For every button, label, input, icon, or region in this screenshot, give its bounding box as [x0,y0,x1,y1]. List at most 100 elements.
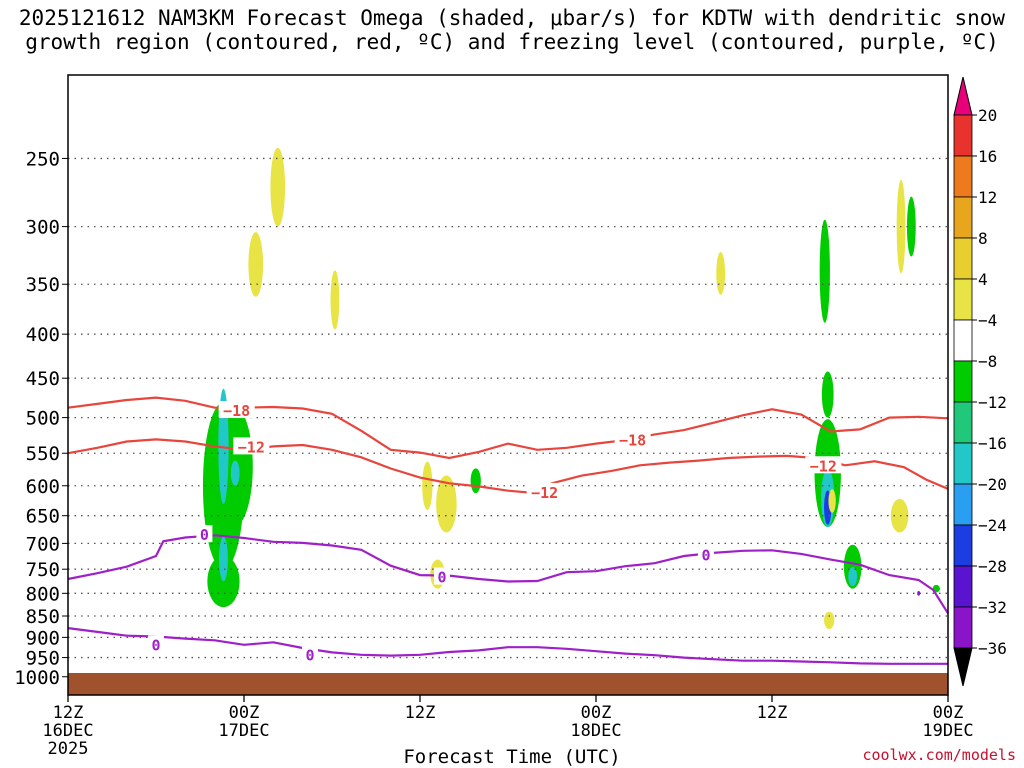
omega-region [828,489,836,513]
contour-label: −12 [238,438,265,456]
x-tick-label: 12Z [53,703,84,723]
colorbar-segment [953,319,973,362]
colorbar-segment [953,606,973,649]
colorbar-label: 12 [978,188,997,207]
colorbar-label: 8 [978,229,988,248]
contour-label-bg [526,482,563,500]
omega-region [716,252,726,295]
x-tick-label: 18DEC [570,721,621,741]
contour-line-2 [67,534,949,614]
x-tick-label: 16DEC [42,721,93,741]
y-tick-label: 800 [26,583,60,605]
x-tick-label: 19DEC [922,721,973,741]
colorbar-label: −12 [978,393,1007,412]
omega-region [890,498,909,533]
plot-frame [67,74,949,696]
contour-label-bg [302,645,318,663]
contour-lines: −18 −18 −12 −12 −12 0 0 0 0 0 [67,396,949,665]
contour-label: 0 [305,646,314,664]
contour-label: 0 [701,546,710,564]
omega-region [824,611,835,629]
contour-line-0 [67,396,949,460]
y-tick-label: 550 [26,443,60,465]
omega-shading [202,147,940,629]
colorbar-label: −4 [978,311,997,330]
y-tick-label: 650 [26,506,60,528]
y-tick-label: 350 [26,274,60,296]
colorbar-label: −36 [978,639,1007,658]
contour-label: 0 [151,636,160,654]
title-line-1: 2025121612 NAM3KM Forecast Omega (shaded… [18,6,1006,30]
colorbar-segment [953,114,973,157]
y-tick-label: 950 [26,648,60,670]
contour-label: −12 [810,457,837,475]
x-tick-label: 00Z [229,703,260,723]
terrain-fill [68,672,948,695]
terrain-ground [68,672,948,695]
omega-region [917,590,921,596]
colorbar-label: 4 [978,270,988,289]
grid-lines [68,157,948,678]
contour-label: 0 [437,569,446,587]
contour-label-bg [698,545,714,563]
colorbar-segment [953,360,973,403]
contour-label-bg [218,401,255,419]
y-tick-label: 900 [26,627,60,649]
omega-region [821,371,834,418]
omega-region [848,566,858,587]
omega-region [270,147,286,227]
colorbar-segment [953,196,973,239]
colorbar-segment [953,565,973,608]
colorbar-segment [953,401,973,444]
y-tick-label: 750 [26,559,60,581]
contour-label-bg [233,437,270,455]
omega-region [819,219,830,323]
contour-label: −18 [619,431,646,449]
colorbar-top-arrow [953,76,973,116]
y-tick-label: 1000 [14,667,60,689]
colorbar-label: −20 [978,475,1007,494]
omega-region [436,475,457,533]
x-tick-label: 12Z [405,703,436,723]
y-axis: 2503003504004505005506006507007508008509… [14,148,68,689]
contour-line-3 [67,627,948,665]
colorbar-label: 20 [978,106,997,125]
colorbar-label: −32 [978,598,1007,617]
colorbar-segment [953,155,973,198]
credit-link[interactable]: coolwx.com/models [862,746,1016,764]
colorbar-bottom-arrow [953,647,973,687]
contour-label-bg [148,635,164,653]
contour-label-bg [434,567,450,585]
x-tick-label: 2025 [48,739,89,759]
colorbar-segment [953,278,973,321]
y-tick-label: 600 [26,476,60,498]
colorbar-segment [953,237,973,280]
title-line-2: growth region (contoured, red, ºC) and f… [25,30,999,54]
colorbar-label: −16 [978,434,1007,453]
y-tick-label: 700 [26,533,60,555]
omega-region [230,460,240,486]
x-tick-label: 12Z [757,703,788,723]
colorbar: 20 16 12 8 4 −4 −8 −12 −16 −20 −24 −28 −32 −36 [953,76,1007,687]
y-tick-label: 500 [26,408,60,430]
contour-label: 0 [200,526,209,544]
chart-title: 2025121612 NAM3KM Forecast Omega (shaded… [0,6,1024,54]
x-axis-label: Forecast Time (UTC) [403,746,621,768]
colorbar-segment [953,524,973,567]
colorbar-segment [953,483,973,526]
contour-label-bg [196,525,213,543]
omega-region [330,270,340,330]
colorbar-label: −8 [978,352,997,371]
omega-region [470,468,481,494]
y-tick-label: 850 [26,606,60,628]
omega-region [219,536,228,582]
omega-region [843,544,862,589]
y-tick-label: 450 [26,368,60,390]
colorbar-label: −28 [978,557,1007,576]
x-tick-label: 00Z [933,703,964,723]
colorbar-label: −24 [978,516,1007,535]
contour-label-bg [614,430,651,448]
omega-region [248,232,264,297]
